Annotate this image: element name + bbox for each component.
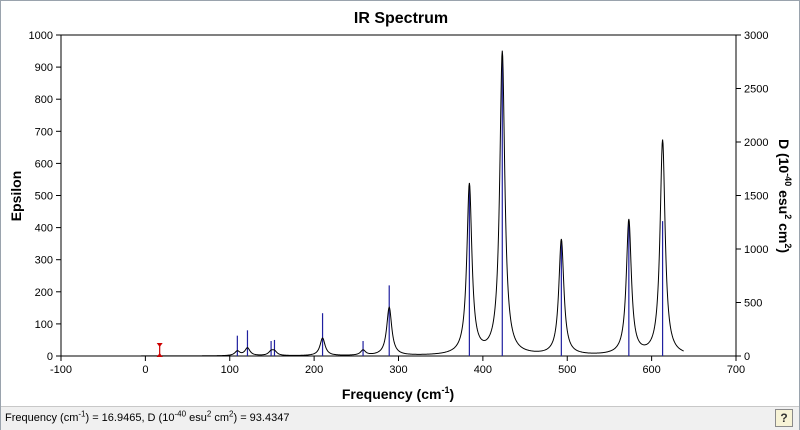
marker-bottom-arrow [156, 353, 163, 357]
x-axis-ticks: -100 0 100 200 300 400 500 600 700 [50, 356, 745, 376]
y2-tick-label: 1500 [744, 191, 768, 203]
x-tick-label: -100 [50, 364, 72, 376]
y2-axis-title: D (10-40 esu2 cm2) [776, 139, 793, 253]
x-tick-label: 400 [474, 364, 492, 376]
question-help-icon[interactable]: ? [775, 409, 793, 427]
y-tick-label: 800 [35, 94, 53, 106]
y-tick-label: 600 [35, 158, 53, 170]
y-tick-label: 500 [35, 191, 53, 203]
y2-tick-label: 2500 [744, 84, 768, 96]
stick-series [236, 56, 664, 356]
x-axis-title: Frequency (cm-1) [342, 385, 454, 402]
status-readout: Frequency (cm-1) = 16.9465, D (10-40 esu… [5, 409, 290, 424]
y-tick-label: 100 [35, 319, 53, 331]
y-tick-label: 700 [35, 126, 53, 138]
y2-tick-label: 2000 [744, 137, 768, 149]
y-tick-label: 400 [35, 223, 53, 235]
y-axis-title: Epsilon [8, 171, 24, 222]
marker-top-arrow [156, 343, 163, 348]
plot-area[interactable] [60, 34, 737, 357]
y2-tick-label: 1000 [744, 244, 768, 256]
x-tick-label: 200 [305, 364, 323, 376]
y-tick-label: 200 [35, 287, 53, 299]
y2-tick-label: 3000 [744, 30, 768, 42]
y-tick-label: 1000 [29, 30, 53, 42]
y2-tick-label: 0 [744, 351, 750, 363]
x-tick-label: 300 [389, 364, 407, 376]
ir-spectrum-chart: IR Spectrum -100 0 100 200 300 400 500 600 700 0… [8, 10, 793, 402]
x-tick-label: 0 [142, 364, 148, 376]
spectrum-curve [141, 50, 684, 357]
chart-title: IR Spectrum [354, 10, 448, 27]
y-tick-label: 900 [35, 62, 53, 74]
status-bar: Frequency (cm-1) = 16.9465, D (10-40 esu… [1, 406, 799, 430]
y2-axis-ticks: 0 500 1000 1500 2000 2500 3000 [736, 30, 768, 363]
x-tick-label: 100 [221, 364, 239, 376]
y2-tick-label: 500 [744, 298, 762, 310]
y-tick-label: 300 [35, 255, 53, 267]
y-tick-label: 0 [47, 351, 53, 363]
x-tick-label: 700 [727, 364, 745, 376]
x-tick-label: 600 [642, 364, 660, 376]
frequency-marker[interactable] [156, 343, 163, 357]
y-axis-ticks: 0 100 200 300 400 500 600 700 800 900 1000 [29, 30, 61, 363]
x-tick-label: 500 [558, 364, 576, 376]
